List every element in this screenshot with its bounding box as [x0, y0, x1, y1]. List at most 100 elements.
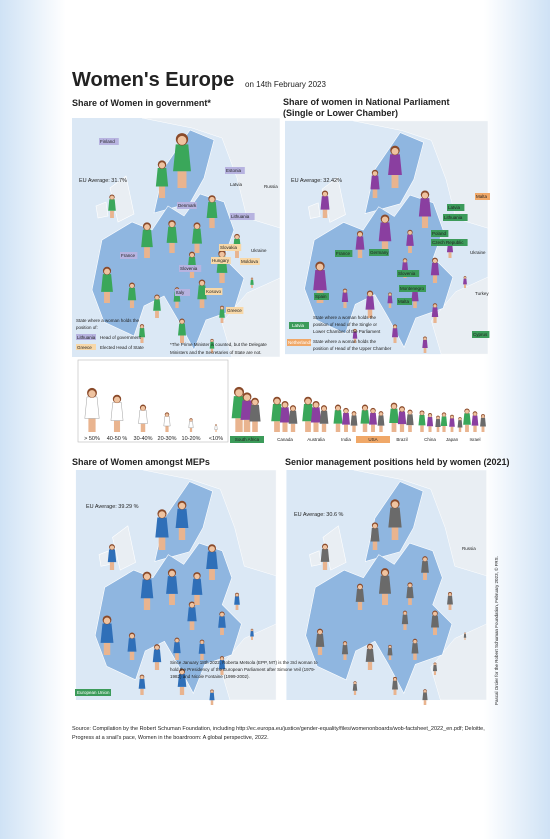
- woman-figure: [387, 292, 393, 308]
- woman-figure: [378, 214, 392, 253]
- woman-figure: [342, 407, 350, 432]
- figure-legs: [388, 655, 392, 660]
- figure-legs: [428, 426, 432, 432]
- label-box: [397, 298, 412, 305]
- figure-head: [104, 268, 110, 275]
- woman-figure: [107, 544, 117, 570]
- legend-box: [77, 359, 229, 443]
- figure-head: [393, 325, 397, 329]
- label-box: [335, 250, 353, 257]
- figure-legs: [464, 637, 466, 640]
- woman-figure: [198, 639, 206, 660]
- figure-body: [422, 339, 428, 348]
- figure-body: [234, 596, 240, 605]
- figure-legs: [179, 686, 185, 695]
- panel-title: Share of Women in government*: [72, 98, 211, 108]
- figure-body: [249, 404, 261, 422]
- figure-legs: [433, 316, 437, 323]
- figure-legs: [352, 425, 356, 432]
- source: Progress at a snail's pace, Women in the…: [72, 735, 269, 741]
- figure-body: [355, 236, 365, 250]
- figures: [84, 133, 486, 705]
- woman-figure: [350, 411, 358, 432]
- figure-legs: [209, 569, 215, 580]
- label-box: [177, 202, 197, 209]
- figure-body: [406, 234, 414, 246]
- figure-body: [388, 154, 402, 176]
- figure-body: [177, 674, 187, 687]
- woman-figure: [302, 396, 314, 432]
- figure-legs: [189, 427, 193, 432]
- figure-legs: [189, 621, 195, 630]
- woman-figure: [457, 417, 463, 432]
- figure-head: [465, 409, 469, 414]
- woman-figure: [141, 222, 153, 258]
- credit: Pascal Orcier for the Robert Schuman Fou…: [493, 556, 499, 705]
- figure-legs: [189, 269, 195, 278]
- woman-figure: [138, 674, 146, 695]
- woman-figure: [310, 400, 322, 432]
- label-box: [175, 289, 190, 296]
- figure-body: [449, 418, 455, 427]
- figure-head: [305, 398, 311, 405]
- figure-legs: [423, 572, 427, 580]
- woman-figure: [426, 413, 434, 432]
- figure-legs: [464, 284, 466, 288]
- figure-head: [391, 501, 399, 508]
- figure-body: [218, 616, 226, 628]
- figure-body: [435, 418, 441, 427]
- figure-body: [209, 692, 215, 701]
- country-label: Spain: [315, 294, 327, 299]
- woman-figure: [377, 411, 385, 432]
- figure-legs: [274, 421, 280, 432]
- figure-legs: [408, 245, 412, 253]
- woman-figure: [401, 610, 409, 630]
- figure-legs: [199, 299, 205, 308]
- figure-head: [209, 546, 215, 552]
- figure-legs: [413, 653, 417, 660]
- figure-body: [418, 414, 426, 426]
- figure-head: [220, 612, 224, 617]
- figure-body: [315, 634, 325, 647]
- figure-head: [129, 633, 135, 639]
- figure-head: [219, 251, 225, 258]
- figure-head: [343, 289, 347, 293]
- figure-head: [274, 398, 280, 405]
- scale-label: > 50%: [84, 436, 100, 442]
- woman-figure: [166, 568, 178, 605]
- country-label: South Africa: [235, 437, 260, 442]
- figure-body: [360, 410, 370, 424]
- figure-head: [428, 413, 432, 418]
- figure-head: [178, 502, 186, 510]
- figure-legs: [465, 424, 469, 432]
- figure-legs: [448, 252, 452, 258]
- figure-body: [218, 660, 226, 670]
- woman-figure: [218, 656, 226, 675]
- figure-legs: [313, 422, 319, 432]
- figure-head: [372, 523, 378, 529]
- woman-figure: [422, 689, 428, 705]
- figure-head: [88, 390, 96, 398]
- figure-legs: [155, 310, 159, 318]
- figure-legs: [235, 418, 243, 432]
- woman-figure: [440, 412, 448, 432]
- note: Ministers and the Secretaries of State a…: [170, 350, 262, 355]
- label-box: [472, 331, 490, 338]
- country-label: Montenegro: [400, 286, 425, 291]
- figure-body: [397, 411, 407, 425]
- woman-figure: [365, 290, 375, 318]
- woman-figure: [449, 414, 455, 432]
- legend-text: State where a woman holds the: [76, 318, 140, 323]
- legend-text: position of:: [76, 325, 98, 330]
- figure-head: [362, 405, 368, 411]
- figure-legs: [235, 250, 239, 258]
- figure-legs: [442, 426, 446, 432]
- woman-figure: [191, 572, 203, 605]
- panel-title: (Single or Lower Chamber): [283, 108, 398, 118]
- figure-body: [173, 642, 181, 654]
- woman-figure: [422, 336, 428, 353]
- country-label: Japan: [446, 437, 459, 442]
- figure-head: [189, 418, 193, 422]
- woman-figure: [173, 637, 181, 660]
- label-box: [447, 204, 465, 211]
